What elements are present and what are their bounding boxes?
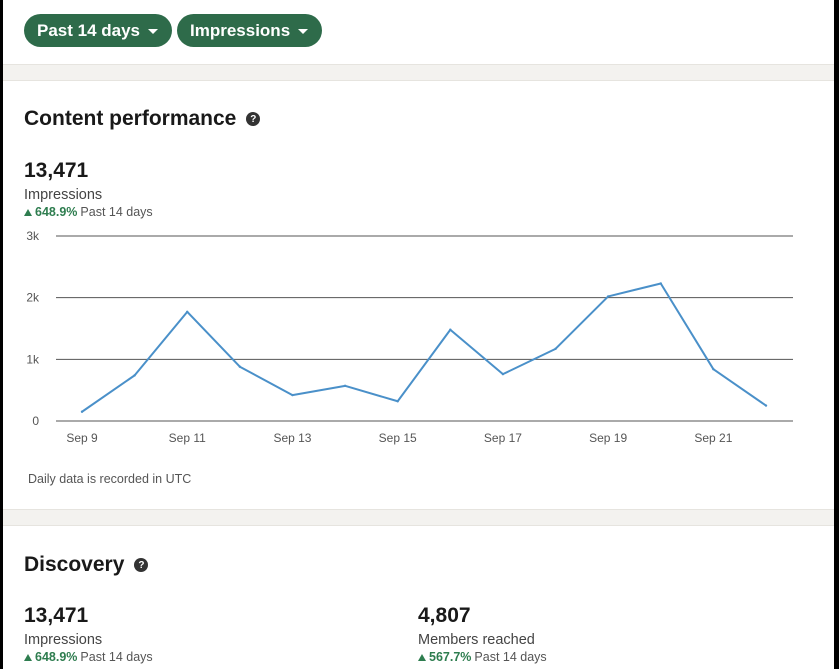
x-tick-label: Sep 21: [694, 431, 732, 445]
discovery-impressions-change: 648.9% Past 14 days: [24, 650, 153, 664]
members-reached-value: 4,807: [418, 604, 471, 627]
triangle-up-icon: [418, 653, 426, 661]
content-performance-card: Content performance ? 13,471 Impressions…: [3, 80, 834, 510]
utc-footnote: Daily data is recorded in UTC: [28, 472, 192, 486]
y-tick-label: 3k: [26, 229, 40, 243]
card-title-text: Content performance: [24, 107, 237, 130]
date-range-dropdown[interactable]: Past 14 days: [24, 14, 173, 47]
x-tick-label: Sep 15: [379, 431, 417, 445]
discovery-card: Discovery ? 13,471 Impressions 648.9% Pa…: [3, 525, 834, 669]
caret-down-icon: [298, 29, 309, 34]
caret-down-icon: [148, 29, 159, 34]
discovery-impressions-metric: 13,471 Impressions 648.9% Past 14 days: [24, 604, 153, 664]
triangle-up-icon: [24, 208, 32, 216]
discovery-impressions-value: 13,471: [24, 604, 89, 627]
y-tick-label: 0: [32, 414, 39, 428]
change-percent: 648.9%: [35, 650, 78, 664]
triangle-up-icon: [24, 653, 32, 661]
data-point: [501, 372, 505, 376]
data-point: [343, 384, 347, 388]
data-point: [659, 282, 662, 285]
data-point: [80, 410, 84, 413]
data-point: [396, 400, 399, 403]
members-reached-metric: 4,807 Members reached 567.7% Past 14 day…: [418, 604, 547, 664]
data-point: [554, 347, 557, 351]
filter-bar: Past 14 days Impressions: [3, 0, 834, 65]
data-point: [764, 404, 768, 407]
discovery-title: Discovery ?: [24, 553, 149, 577]
change-period: Past 14 days: [80, 650, 153, 664]
data-point: [291, 393, 294, 397]
metric-label: Impressions: [190, 20, 291, 40]
impressions-metric: 13,471 Impressions 648.9% Past 14 days: [24, 159, 153, 219]
discovery-impressions-label: Impressions: [24, 632, 103, 648]
impressions-change: 648.9% Past 14 days: [24, 205, 153, 219]
impressions-series-line: [81, 282, 767, 413]
change-period: Past 14 days: [474, 650, 547, 664]
x-tick-label: Sep 13: [273, 431, 311, 445]
date-range-label: Past 14 days: [37, 20, 141, 40]
data-point: [606, 295, 610, 298]
y-tick-label: 2k: [26, 291, 40, 305]
card-title-text: Discovery: [24, 553, 125, 576]
question-circle-icon[interactable]: ?: [246, 112, 261, 126]
members-reached-label: Members reached: [418, 632, 535, 648]
metric-dropdown[interactable]: Impressions: [177, 14, 323, 47]
members-reached-change: 567.7% Past 14 days: [418, 650, 547, 664]
x-tick-label: Sep 19: [589, 431, 627, 445]
impressions-label: Impressions: [24, 187, 103, 203]
data-point: [712, 368, 715, 371]
content-performance-title: Content performance ?: [24, 107, 261, 131]
y-tick-label: 1k: [26, 352, 40, 366]
x-tick-label: Sep 17: [484, 431, 522, 445]
change-percent: 567.7%: [429, 650, 472, 664]
analytics-frame: Past 14 days Impressions Content perform…: [3, 0, 834, 669]
data-point: [133, 374, 136, 377]
impressions-line-chart: 0 1k 2k 3k Sep 9 Sep 11 Sep 13 Sep 15 Sep 17 Sep …: [26, 229, 793, 445]
impressions-total: 13,471: [24, 159, 89, 182]
question-circle-icon[interactable]: ?: [134, 558, 149, 572]
data-point: [449, 328, 452, 331]
data-point: [186, 310, 189, 314]
change-percent: 648.9%: [35, 205, 78, 219]
x-tick-label: Sep 9: [66, 431, 98, 445]
x-tick-label: Sep 11: [169, 431, 206, 445]
data-point: [238, 365, 242, 368]
change-period: Past 14 days: [80, 205, 153, 219]
